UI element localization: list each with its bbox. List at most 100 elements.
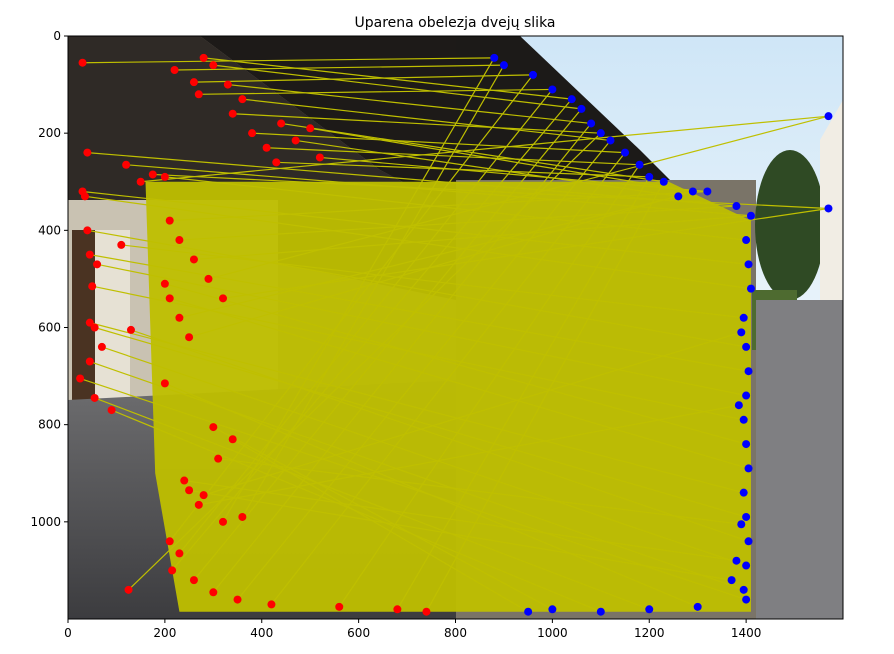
- right-keypoint: [567, 95, 576, 104]
- left-keypoint: [107, 406, 116, 415]
- right-keypoint: [744, 537, 753, 546]
- left-keypoint: [165, 294, 174, 303]
- right-image-tree: [755, 150, 825, 300]
- left-keypoint: [306, 124, 315, 133]
- left-keypoint: [189, 576, 198, 585]
- x-tick-label: 1000: [537, 626, 568, 640]
- chart-title: Uparena obelezja dvejų slika: [354, 15, 555, 31]
- right-keypoint: [824, 204, 833, 213]
- y-tick-label: 800: [38, 418, 61, 432]
- right-keypoint: [645, 172, 654, 181]
- left-keypoint: [85, 318, 94, 327]
- right-keypoint: [734, 401, 743, 410]
- match-line: [232, 113, 601, 134]
- left-keypoint: [93, 260, 102, 269]
- left-keypoint: [219, 517, 227, 526]
- right-keypoint: [744, 464, 753, 473]
- left-keypoint: [315, 153, 324, 162]
- right-keypoint: [742, 342, 751, 351]
- match-line: [252, 132, 626, 154]
- right-keypoint: [688, 187, 697, 196]
- right-keypoint: [744, 260, 753, 269]
- left-keypoint: [204, 274, 213, 283]
- left-keypoint: [209, 423, 218, 432]
- left-keypoint: [185, 333, 194, 342]
- left-keypoint: [76, 374, 85, 383]
- right-keypoint: [727, 576, 736, 585]
- left-keypoint: [189, 78, 198, 87]
- right-keypoint: [499, 61, 508, 70]
- right-keypoint: [746, 284, 755, 293]
- left-keypoint: [194, 90, 203, 99]
- right-keypoint: [548, 605, 557, 614]
- left-keypoint: [85, 357, 94, 366]
- left-keypoint: [165, 216, 174, 225]
- right-keypoint: [742, 236, 751, 245]
- left-keypoint: [148, 170, 157, 179]
- right-keypoint: [703, 187, 712, 196]
- left-keypoint: [233, 595, 242, 604]
- left-keypoint: [168, 566, 177, 575]
- left-keypoint: [160, 279, 169, 288]
- right-keypoint: [742, 512, 751, 521]
- right-keypoint: [742, 561, 751, 570]
- left-keypoint: [180, 476, 189, 485]
- match-line: [242, 98, 611, 142]
- left-keypoint: [291, 136, 300, 145]
- left-keypoint: [219, 294, 227, 303]
- x-tick-label: 600: [347, 626, 370, 640]
- match-line: [266, 147, 640, 166]
- left-keypoint: [228, 109, 237, 118]
- left-keypoint: [175, 549, 184, 558]
- left-keypoint: [209, 61, 218, 70]
- left-keypoint: [209, 588, 218, 597]
- x-tick-label: 400: [250, 626, 273, 640]
- left-keypoint: [78, 58, 87, 67]
- y-tick-label: 600: [38, 321, 61, 335]
- right-keypoint: [524, 607, 533, 616]
- y-tick-label: 0: [53, 29, 61, 43]
- match-line: [203, 57, 572, 100]
- left-keypoint: [122, 160, 131, 169]
- left-keypoint: [83, 226, 92, 235]
- x-tick-label: 1400: [731, 626, 762, 640]
- match-line: [213, 64, 582, 110]
- right-keypoint: [596, 129, 605, 138]
- right-keypoint: [739, 585, 748, 594]
- left-keypoint: [160, 379, 169, 388]
- right-keypoint: [742, 595, 751, 604]
- left-keypoint: [90, 393, 99, 402]
- right-image-ground: [756, 300, 843, 619]
- match-line: [193, 74, 534, 83]
- left-keypoint: [83, 148, 92, 157]
- left-keypoint: [272, 158, 281, 167]
- match-line: [82, 57, 495, 64]
- left-keypoint: [136, 177, 145, 186]
- left-keypoint: [248, 129, 257, 138]
- right-keypoint: [693, 602, 702, 611]
- right-keypoint: [742, 440, 751, 449]
- right-keypoint: [742, 391, 751, 400]
- right-keypoints: [490, 53, 833, 616]
- right-keypoint: [739, 488, 748, 497]
- left-keypoint: [262, 143, 271, 152]
- left-keypoint: [90, 323, 99, 332]
- left-keypoint: [393, 605, 402, 614]
- right-keypoint: [587, 119, 596, 128]
- x-tick-label: 1200: [634, 626, 665, 640]
- left-keypoint: [238, 95, 247, 104]
- left-image-pillar: [95, 230, 130, 400]
- left-keypoint: [199, 491, 208, 500]
- left-keypoint: [175, 313, 184, 322]
- left-keypoint: [80, 192, 89, 201]
- left-keypoint: [422, 607, 431, 616]
- right-keypoint: [529, 70, 537, 79]
- right-keypoint: [645, 605, 654, 614]
- right-keypoint: [732, 202, 741, 211]
- y-tick-label: 1000: [30, 515, 61, 529]
- left-keypoint: [214, 454, 223, 463]
- right-keypoint: [606, 136, 615, 145]
- match-line: [174, 64, 504, 71]
- left-keypoint: [335, 602, 344, 611]
